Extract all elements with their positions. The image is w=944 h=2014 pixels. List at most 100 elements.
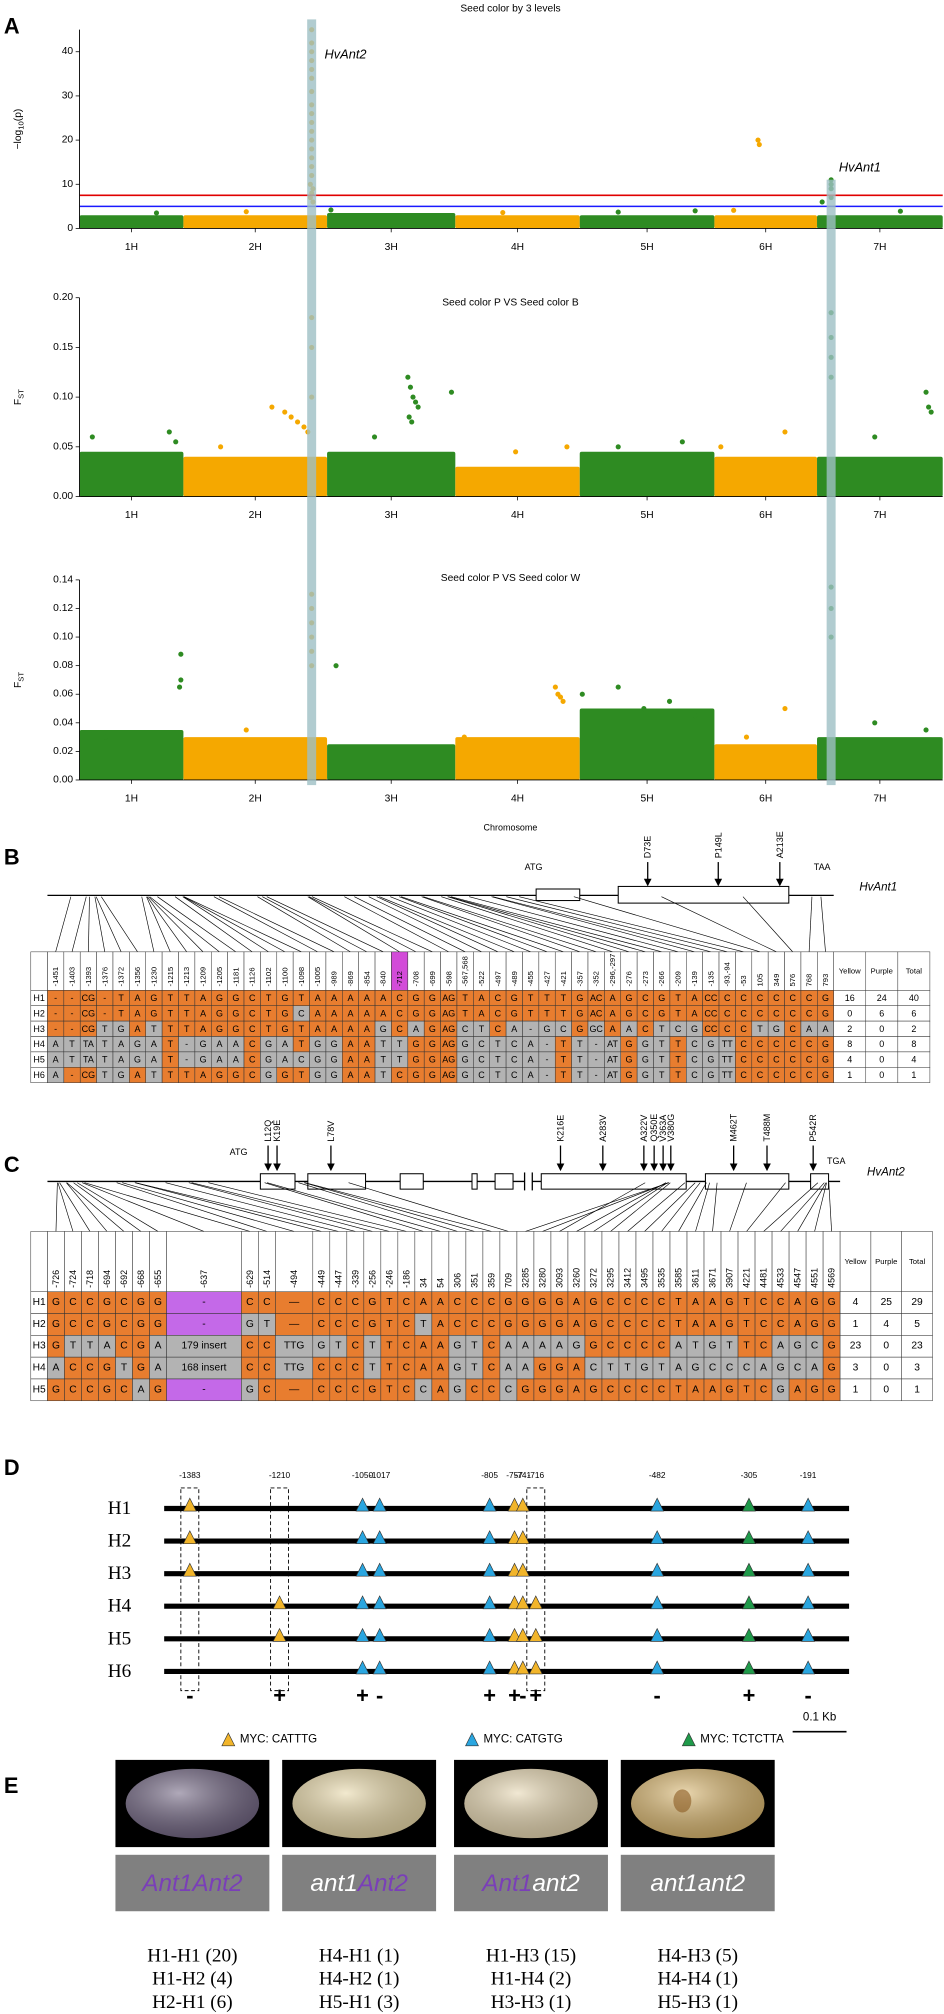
fan-line (469, 896, 679, 953)
position-label: -655 (153, 1270, 163, 1288)
position-label: -246 (384, 1270, 394, 1288)
motif-triangle (272, 1595, 287, 1610)
site-position: -741 (514, 1470, 531, 1480)
effect-sign: + (273, 1683, 286, 1708)
allele: - (71, 993, 74, 1003)
position-label: 359 (486, 1273, 496, 1288)
allele: G (134, 1055, 141, 1065)
y-axis-label-part: ST (16, 672, 25, 682)
genotype-part: Ant1 (140, 1870, 192, 1897)
fan-line (165, 1182, 356, 1232)
allele: A (364, 1039, 370, 1049)
motif-triangle (801, 1660, 816, 1675)
allele: T (675, 1384, 682, 1395)
allele: G (52, 1319, 60, 1330)
allele: C (624, 1297, 632, 1308)
mutation-label: M462T (729, 1113, 739, 1141)
position-label: -712 (395, 971, 404, 986)
genotype-box (282, 1854, 437, 1912)
allele: A (505, 1341, 512, 1352)
motif-triangle (801, 1562, 816, 1577)
allele: T (743, 1341, 750, 1352)
allele: A (155, 1341, 162, 1352)
allele: — (289, 1297, 300, 1308)
position-label: -692 (119, 1270, 129, 1288)
fan-line (77, 1182, 159, 1232)
motif-triangle (372, 1595, 387, 1610)
allele: A (135, 1070, 141, 1080)
count: 0 (879, 1055, 884, 1065)
allele: G (232, 1008, 239, 1018)
position-label: -276 (624, 971, 633, 986)
allele: C (352, 1384, 360, 1395)
gene-highlight-label: HvAnt2 (325, 47, 367, 62)
motif-triangle (355, 1530, 370, 1544)
y-tick-label: 0.08 (53, 660, 73, 671)
allele: C (352, 1297, 360, 1308)
allele: G (658, 993, 665, 1003)
allele: G (200, 1055, 207, 1065)
allele: C (249, 1008, 256, 1018)
snp-point (641, 705, 647, 712)
snp-point (615, 444, 621, 450)
haplotype-pair: H2-H1 (6) (152, 1992, 233, 2013)
allele: G (413, 1039, 420, 1049)
allele: G (216, 1070, 223, 1080)
allele: CG (82, 1024, 95, 1034)
allele: C (69, 1297, 77, 1308)
dense-points (455, 737, 580, 780)
exon (259, 1173, 296, 1190)
allele: CG (82, 1070, 95, 1080)
panel-letter: C (4, 1152, 20, 1177)
fan-line (141, 896, 155, 952)
allele: G (281, 1070, 288, 1080)
allele: C (773, 993, 780, 1003)
allele: T (495, 1039, 501, 1049)
allele: T (561, 1070, 567, 1080)
allele: G (281, 1024, 288, 1034)
dense-points (455, 466, 580, 497)
position-label: 3280 (537, 1268, 547, 1288)
allele: G (52, 1297, 60, 1308)
allele: C (691, 1055, 698, 1065)
site-position: -1383 (179, 1470, 201, 1480)
allele: C (318, 1297, 326, 1308)
site-position: -191 (800, 1470, 817, 1480)
allele: A (331, 993, 337, 1003)
x-tick-label: 3H (385, 510, 398, 521)
x-tick-label: 3H (385, 242, 398, 253)
allele: G (368, 1384, 376, 1395)
position-label: -1451 (51, 967, 60, 987)
site-position: -1210 (269, 1470, 291, 1480)
allele: TT (722, 1055, 733, 1065)
allele: T (577, 1055, 583, 1065)
y-axis-label-part: (p) (12, 109, 23, 122)
position-label: -637 (199, 1270, 209, 1288)
mutation-arrow-head (714, 878, 723, 887)
effect-sign: - (376, 1683, 383, 1708)
y-tick-label: 0.20 (53, 292, 73, 303)
allele: G (692, 1363, 700, 1374)
allele: C (641, 1297, 649, 1308)
snp-point (173, 439, 179, 445)
allele: A (610, 1024, 616, 1034)
allele: T (102, 1070, 108, 1080)
x-tick-label: 2H (249, 242, 262, 253)
motif-triangle (650, 1562, 665, 1577)
allele: T (462, 1008, 468, 1018)
allele: T (726, 1341, 733, 1352)
y-tick-label: 10 (62, 179, 74, 190)
allele: A (233, 1055, 239, 1065)
allele: AG (442, 1055, 455, 1065)
allele: G (429, 1008, 436, 1018)
count: 0 (879, 1070, 884, 1080)
allele: GC (589, 1024, 603, 1034)
position-label: 4551 (810, 1268, 820, 1288)
snp-point (153, 210, 160, 216)
allele: G (828, 1297, 836, 1308)
allele: C (740, 1055, 747, 1065)
allele: C (757, 993, 764, 1003)
effect-sign: - (519, 1683, 526, 1708)
allele: T (675, 1319, 682, 1330)
dense-points (183, 456, 328, 497)
